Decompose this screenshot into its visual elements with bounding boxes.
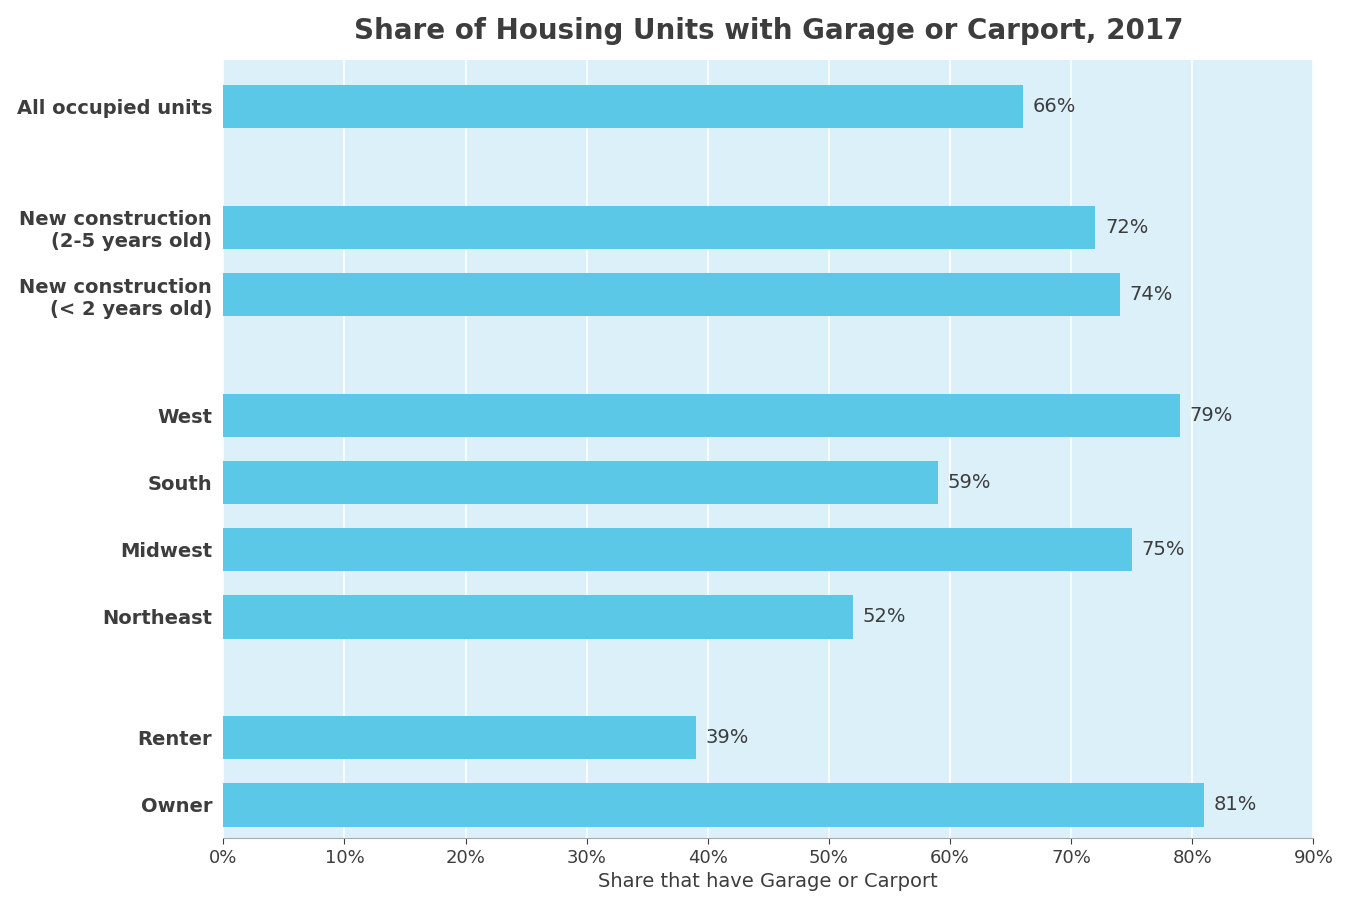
Bar (223, 783, 1204, 826)
Bar (223, 716, 695, 759)
Text: 74%: 74% (1130, 285, 1173, 304)
Bar (223, 393, 1180, 437)
Bar (223, 272, 1119, 316)
Text: 52%: 52% (863, 607, 906, 627)
Bar (223, 528, 1131, 571)
X-axis label: Share that have Garage or Carport: Share that have Garage or Carport (598, 873, 938, 892)
Title: Share of Housing Units with Garage or Carport, 2017: Share of Housing Units with Garage or Ca… (354, 16, 1183, 44)
Bar (223, 84, 1023, 128)
Text: 75%: 75% (1141, 540, 1185, 559)
Bar (223, 595, 853, 638)
Text: 81%: 81% (1214, 795, 1257, 814)
Text: 66%: 66% (1033, 97, 1076, 116)
Text: 59%: 59% (948, 473, 991, 492)
Bar (223, 460, 938, 504)
Text: 79%: 79% (1189, 406, 1233, 425)
Text: 39%: 39% (705, 728, 749, 747)
Text: 72%: 72% (1106, 218, 1149, 237)
Bar (223, 205, 1095, 249)
